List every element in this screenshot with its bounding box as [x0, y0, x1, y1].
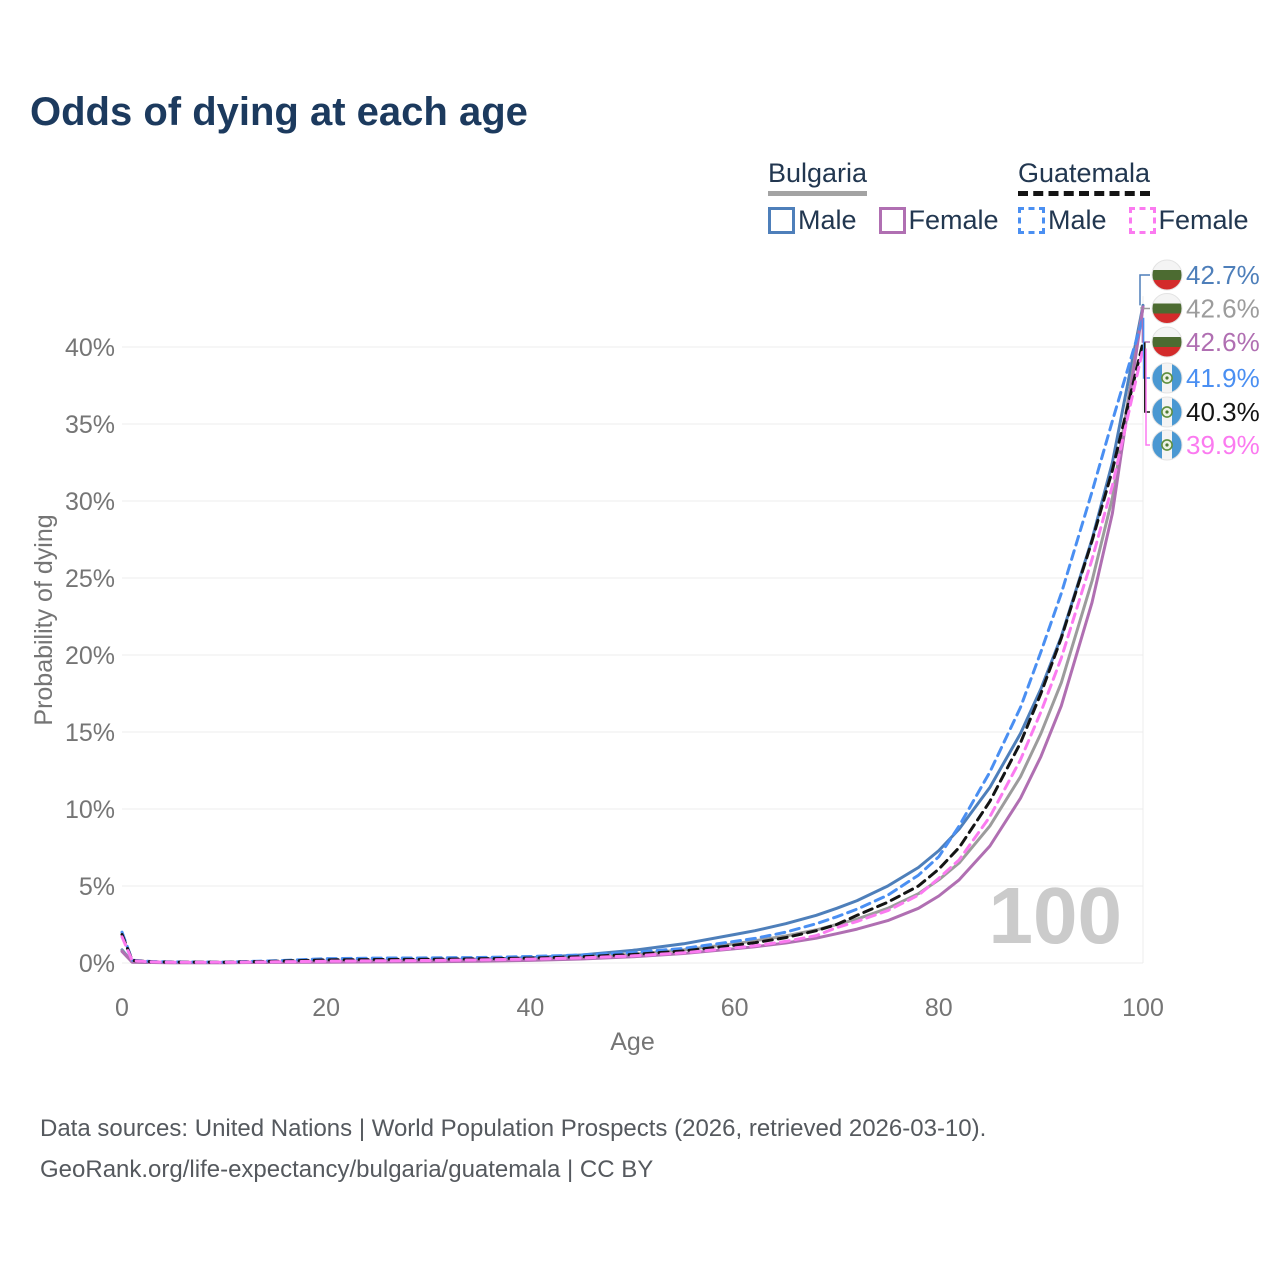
bulgaria-flag-bands — [1152, 327, 1182, 357]
end-value-label-bulgaria-female: 42.6% — [1186, 327, 1260, 357]
legend-item-label: Female — [1158, 205, 1249, 235]
legend-group-guatemala: Guatemala Male Female — [1018, 160, 1271, 236]
legend-item-guatemala-female[interactable]: Female — [1128, 205, 1249, 236]
band-red — [1152, 313, 1182, 324]
flag-rim — [1151, 326, 1183, 358]
guatemala-female-swatch-icon — [1128, 207, 1156, 234]
band-blue — [1152, 397, 1162, 427]
legend-country-guatemala[interactable]: Guatemala — [1018, 160, 1151, 196]
y-axis-tick-label: 35% — [65, 411, 115, 439]
x-axis-tick-label: 0 — [115, 994, 129, 1022]
guatemala-flag-icon — [1151, 429, 1183, 461]
band-blue — [1172, 363, 1182, 393]
end-value-label-guatemala-female: 39.9% — [1186, 430, 1260, 460]
legend-item-bulgaria-female[interactable]: Female — [878, 205, 999, 236]
band-red — [1152, 280, 1182, 290]
y-axis-tick-label: 15% — [65, 719, 115, 747]
legend-item-guatemala-male[interactable]: Male — [1018, 205, 1107, 236]
series-line-bulgaria-male[interactable] — [120, 303, 1145, 964]
y-axis-tick-label: 0% — [79, 950, 115, 978]
end-label-leader — [1139, 274, 1150, 306]
band-red — [1152, 347, 1182, 357]
bulgaria-flag-bands — [1152, 260, 1182, 290]
y-axis-tick-label: 40% — [65, 334, 115, 362]
end-value-label-guatemala-male: 41.9% — [1186, 363, 1260, 393]
emblem-dot — [1165, 376, 1169, 380]
emblem-dot — [1165, 410, 1169, 414]
flag-rim — [1151, 396, 1183, 428]
bulgaria-flag-icon — [1151, 326, 1183, 358]
emblem-dot — [1165, 443, 1169, 447]
flag-rim — [1151, 293, 1183, 324]
flag-rim — [1151, 429, 1183, 461]
band-blue — [1152, 430, 1162, 460]
end-label-leader — [1140, 307, 1150, 310]
legend-item-label: Female — [908, 205, 999, 235]
x-axis-tick-label: 60 — [721, 994, 749, 1022]
footer-line-sources: Data sources: United Nations | World Pop… — [40, 1115, 987, 1142]
bulgaria-male-swatch-icon — [768, 207, 795, 234]
legend-item-label: Male — [798, 205, 857, 235]
bulgaria-female-swatch-icon — [878, 207, 906, 234]
bulgaria-flag-icon — [1151, 259, 1183, 291]
guatemala-male-swatch-icon — [1018, 207, 1045, 234]
y-axis-tick-label: 20% — [65, 642, 115, 670]
end-label-leader — [1142, 317, 1150, 379]
series-line-guatemala-female[interactable] — [120, 347, 1145, 964]
y-axis-tick-label: 10% — [65, 796, 115, 824]
flag-rim — [1151, 362, 1183, 394]
series-line-guatemala-male[interactable] — [120, 316, 1145, 964]
chart-legend: Bulgaria Male Female Guatemala Male Fema… — [0, 160, 1280, 240]
end-value-label-bulgaria-male: 42.7% — [1186, 260, 1260, 290]
footer-line-attribution[interactable]: GeoRank.org/life-expectancy/bulgaria/gua… — [40, 1156, 654, 1183]
band-green — [1152, 303, 1182, 314]
y-axis-title: Probability of dying — [30, 514, 58, 725]
guatemala-flag-bands — [1152, 430, 1182, 460]
x-axis-tick-label: 20 — [312, 994, 340, 1022]
guatemala-flag-bands — [1152, 363, 1182, 393]
y-axis-tick-label: 30% — [65, 488, 115, 516]
band-white — [1152, 327, 1182, 337]
series-line-bulgaria[interactable] — [120, 305, 1145, 965]
band-blue — [1152, 363, 1162, 393]
page-title: Odds of dying at each age — [30, 90, 528, 134]
age-watermark: 100 — [989, 871, 1122, 960]
end-value-label-guatemala: 40.3% — [1186, 397, 1260, 427]
end-label-leader — [1144, 342, 1150, 413]
data-sources-footer: Data sources: United Nations | World Pop… — [40, 1108, 1240, 1190]
flag-rim — [1151, 259, 1183, 291]
guatemala-flag-bands — [1152, 397, 1182, 427]
x-axis-tick-label: 100 — [1122, 994, 1164, 1022]
end-value-label-bulgaria: 42.6% — [1186, 294, 1260, 324]
end-label-leader — [1141, 307, 1150, 343]
band-white — [1152, 260, 1182, 270]
y-axis-tick-label: 25% — [65, 565, 115, 593]
band-white — [1152, 293, 1182, 304]
bulgaria-flag-bands — [1152, 293, 1182, 324]
legend-item-label: Male — [1048, 205, 1107, 235]
band-green — [1152, 337, 1182, 347]
x-axis-tick-label: 40 — [516, 994, 544, 1022]
guatemala-flag-icon — [1151, 362, 1183, 394]
x-axis-tick-label: 80 — [925, 994, 953, 1022]
series-line-guatemala[interactable] — [120, 340, 1145, 964]
band-green — [1152, 270, 1182, 280]
legend-item-bulgaria-male[interactable]: Male — [768, 205, 857, 236]
guatemala-flag-icon — [1151, 396, 1183, 428]
y-axis-tick-label: 5% — [79, 873, 115, 901]
bulgaria-flag-icon — [1151, 293, 1183, 324]
legend-country-bulgaria[interactable]: Bulgaria — [768, 160, 868, 196]
end-label-leader — [1145, 348, 1150, 446]
x-axis-title: Age — [610, 1028, 654, 1056]
band-blue — [1172, 397, 1182, 427]
legend-group-bulgaria: Bulgaria Male Female — [768, 160, 1021, 236]
series-line-bulgaria-female[interactable] — [120, 305, 1145, 965]
band-blue — [1172, 430, 1182, 460]
